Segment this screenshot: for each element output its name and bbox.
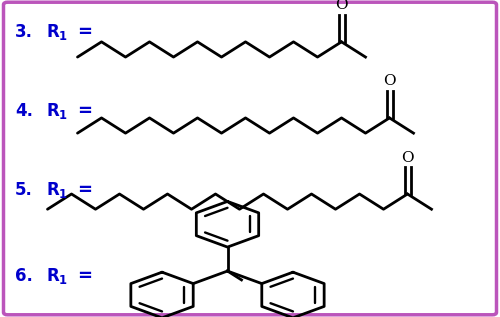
Text: 3.: 3.	[15, 23, 33, 41]
Text: O: O	[383, 74, 396, 88]
Text: 6.: 6.	[15, 267, 33, 285]
Text: O: O	[401, 151, 414, 165]
Text: =: =	[78, 181, 92, 199]
Text: 4.: 4.	[15, 102, 33, 120]
Text: $\mathbf{R_1}$: $\mathbf{R_1}$	[46, 266, 68, 286]
Text: 5.: 5.	[15, 181, 33, 199]
Text: =: =	[78, 102, 92, 120]
Text: =: =	[78, 267, 92, 285]
Text: $\mathbf{R_1}$: $\mathbf{R_1}$	[46, 22, 68, 42]
Text: $\mathbf{R_1}$: $\mathbf{R_1}$	[46, 180, 68, 200]
Text: $\mathbf{R_1}$: $\mathbf{R_1}$	[46, 101, 68, 121]
Text: =: =	[78, 23, 92, 41]
Text: O: O	[335, 0, 348, 12]
